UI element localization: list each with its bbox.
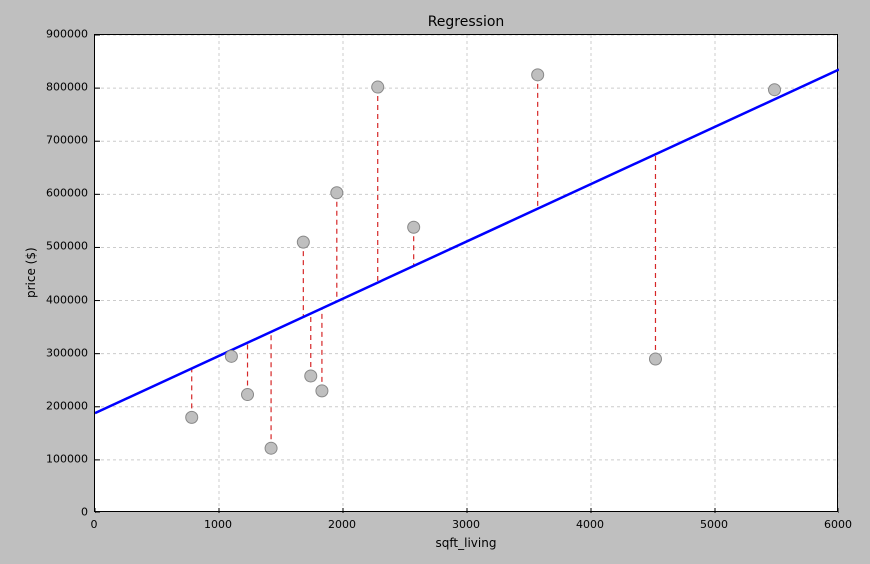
x-tick-label: 1000	[204, 518, 232, 531]
data-point	[186, 411, 198, 423]
y-tick-label: 800000	[46, 81, 88, 94]
y-tick-label: 100000	[46, 452, 88, 465]
data-point	[372, 81, 384, 93]
data-point	[769, 84, 781, 96]
y-axis-label: price ($)	[24, 247, 38, 298]
y-tick-label: 200000	[46, 399, 88, 412]
x-tick-label: 2000	[328, 518, 356, 531]
figure-background: Regression sqft_living price ($) 0 1000 20…	[0, 0, 870, 564]
y-tick-label: 0	[81, 506, 88, 519]
data-point	[297, 236, 309, 248]
data-point	[649, 353, 661, 365]
data-point	[305, 370, 317, 382]
data-point	[265, 442, 277, 454]
data-point	[316, 385, 328, 397]
x-tick-label: 3000	[452, 518, 480, 531]
chart-title: Regression	[94, 14, 838, 30]
data-point	[225, 350, 237, 362]
y-tick-label: 700000	[46, 134, 88, 147]
x-tick-label: 0	[91, 518, 98, 531]
x-tick-label: 4000	[576, 518, 604, 531]
plot-area	[94, 34, 838, 512]
y-tick-label: 300000	[46, 346, 88, 359]
x-tick-label: 5000	[700, 518, 728, 531]
data-point	[242, 389, 254, 401]
data-point	[331, 187, 343, 199]
y-tick-label: 900000	[46, 28, 88, 41]
y-tick-label: 600000	[46, 187, 88, 200]
y-tick-label: 500000	[46, 240, 88, 253]
plot-svg	[95, 35, 839, 513]
data-point	[532, 69, 544, 81]
x-tick-label: 6000	[824, 518, 852, 531]
y-tick-label: 400000	[46, 293, 88, 306]
data-point	[408, 221, 420, 233]
x-axis-label: sqft_living	[94, 536, 838, 550]
